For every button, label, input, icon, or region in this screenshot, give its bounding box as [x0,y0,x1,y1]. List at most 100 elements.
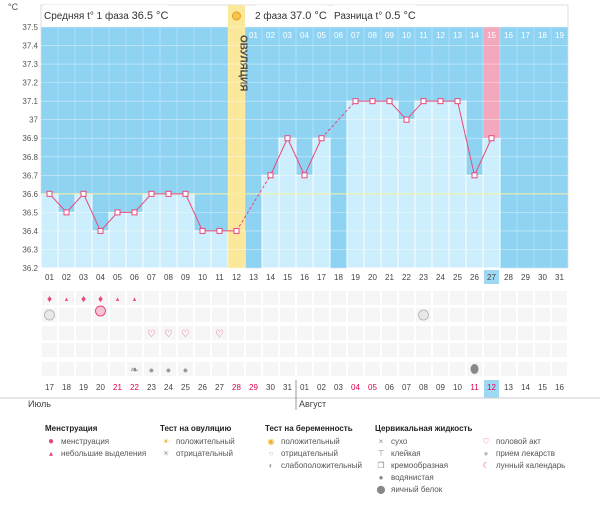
symptom-cell [110,308,125,322]
symptom-cell [110,291,125,305]
cycle-day-label: 27 [487,273,496,282]
symptom-cell [263,291,278,305]
legend-item: менструация [61,437,110,446]
legend-item: положительный [176,437,235,446]
legend-item: положительный [281,437,340,446]
symptom-cell [110,326,125,340]
diff-value: 0.5 °C [385,10,416,22]
symptom-cell [212,362,227,376]
data-point [471,172,478,179]
ovulation-column [228,5,245,268]
pill-icon [418,309,429,321]
y-tick-label: 36.3 [22,245,38,254]
cycle-day-label: 09 [181,273,190,282]
cycle-day-label: 14 [266,273,275,282]
series-line-segment [474,138,492,176]
dry-icon: × [378,437,384,446]
calendar-date-label: 06 [385,383,394,392]
symptom-cell [127,343,142,357]
phase-day-label: 18 [538,31,547,40]
cycle-day-label: 05 [113,273,122,282]
temperature-bar [482,137,501,269]
cycle-day-label: 17 [317,273,326,282]
symptom-cell [212,291,227,305]
symptom-cell [399,291,414,305]
symptom-cell [484,362,499,376]
phase2-label: 2 фаза [255,11,288,22]
symptom-cell [246,362,261,376]
symptom-cell [484,291,499,305]
phase2-value: 37.0 °C [289,10,327,22]
symptom-cell [382,308,397,322]
calendar-date-label: 01 [300,383,309,392]
legend-item: сухо [391,437,408,446]
temperature-bar [380,100,399,269]
y-tick-label: 37.4 [22,42,38,51]
menstruation-icon: ♦ [81,294,86,305]
symptom-cell [297,343,312,357]
data-point [369,98,376,105]
cycle-day-label: 15 [283,273,292,282]
symptom-cell [280,343,295,357]
symptom-cell [518,343,533,357]
calendar-date-label: 05 [368,383,377,392]
symptom-cell [348,326,363,340]
cycle-day-label: 11 [215,273,224,282]
symptom-cell [433,362,448,376]
temperature-bar [57,211,76,269]
symptom-cell [161,308,176,322]
calendar-date-label: 24 [164,383,173,392]
calendar-date-label: 02 [317,383,326,392]
calendar-date-label: 16 [555,383,564,392]
legend-item: клейкая [391,449,421,458]
phase-day-label: 13 [453,31,462,40]
symptom-cell [314,326,329,340]
symptom-cell [263,308,278,322]
y-tick-label: 36.2 [22,264,38,273]
phase-day-label: 08 [368,31,377,40]
data-point [301,172,308,179]
symptom-cell [501,291,516,305]
symptom-cell [161,291,176,305]
cycle-day-label: 20 [368,273,377,282]
watery-icon: ● [378,473,384,482]
temperature-bar [465,174,484,269]
legend-item: половой акт [496,437,541,446]
heart-icon: ♡ [181,329,190,340]
data-point [318,135,325,142]
drop-icon: ● [47,436,55,447]
ovulation-label: ОВУЛЯЦИЯ [238,35,249,91]
data-point [165,190,172,197]
symptom-cell [263,326,278,340]
symptom-cell [365,343,380,357]
symptom-cell [535,362,550,376]
symptom-cell [433,308,448,322]
symptom-cell [161,362,176,376]
symptom-cell [331,362,346,376]
symptom-cell [195,308,210,322]
cycle-day-label: 13 [249,273,258,282]
cycle-day-label: 22 [402,273,411,282]
phase2-summary: 2 фаза 37.0 °C [255,5,327,27]
legend-pregnancy-test: Тест на беременность ◉ положительный ○ отр… [265,424,362,472]
cycle-day-label: 28 [504,273,513,282]
phase-day-label: 15 [487,31,496,40]
symptom-cell [416,326,431,340]
phase-day-label: 02 [266,31,275,40]
cycle-day-label: 31 [555,273,564,282]
symptom-cell [178,291,193,305]
data-point [488,135,495,142]
legend-title: Менструация [45,424,98,433]
symptom-cell [348,362,363,376]
data-point [403,116,410,123]
symptom-cell [348,343,363,357]
sun-positive-icon: ☀ [162,437,170,446]
symptom-cell [518,326,533,340]
symptom-cell [59,326,74,340]
sticky-icon: ⊤ [377,449,385,458]
series-line-segment [304,138,322,176]
symptom-cell [76,326,91,340]
y-tick-label: 37.1 [22,97,38,106]
symptom-cell [59,362,74,376]
symptom-cell [93,362,108,376]
